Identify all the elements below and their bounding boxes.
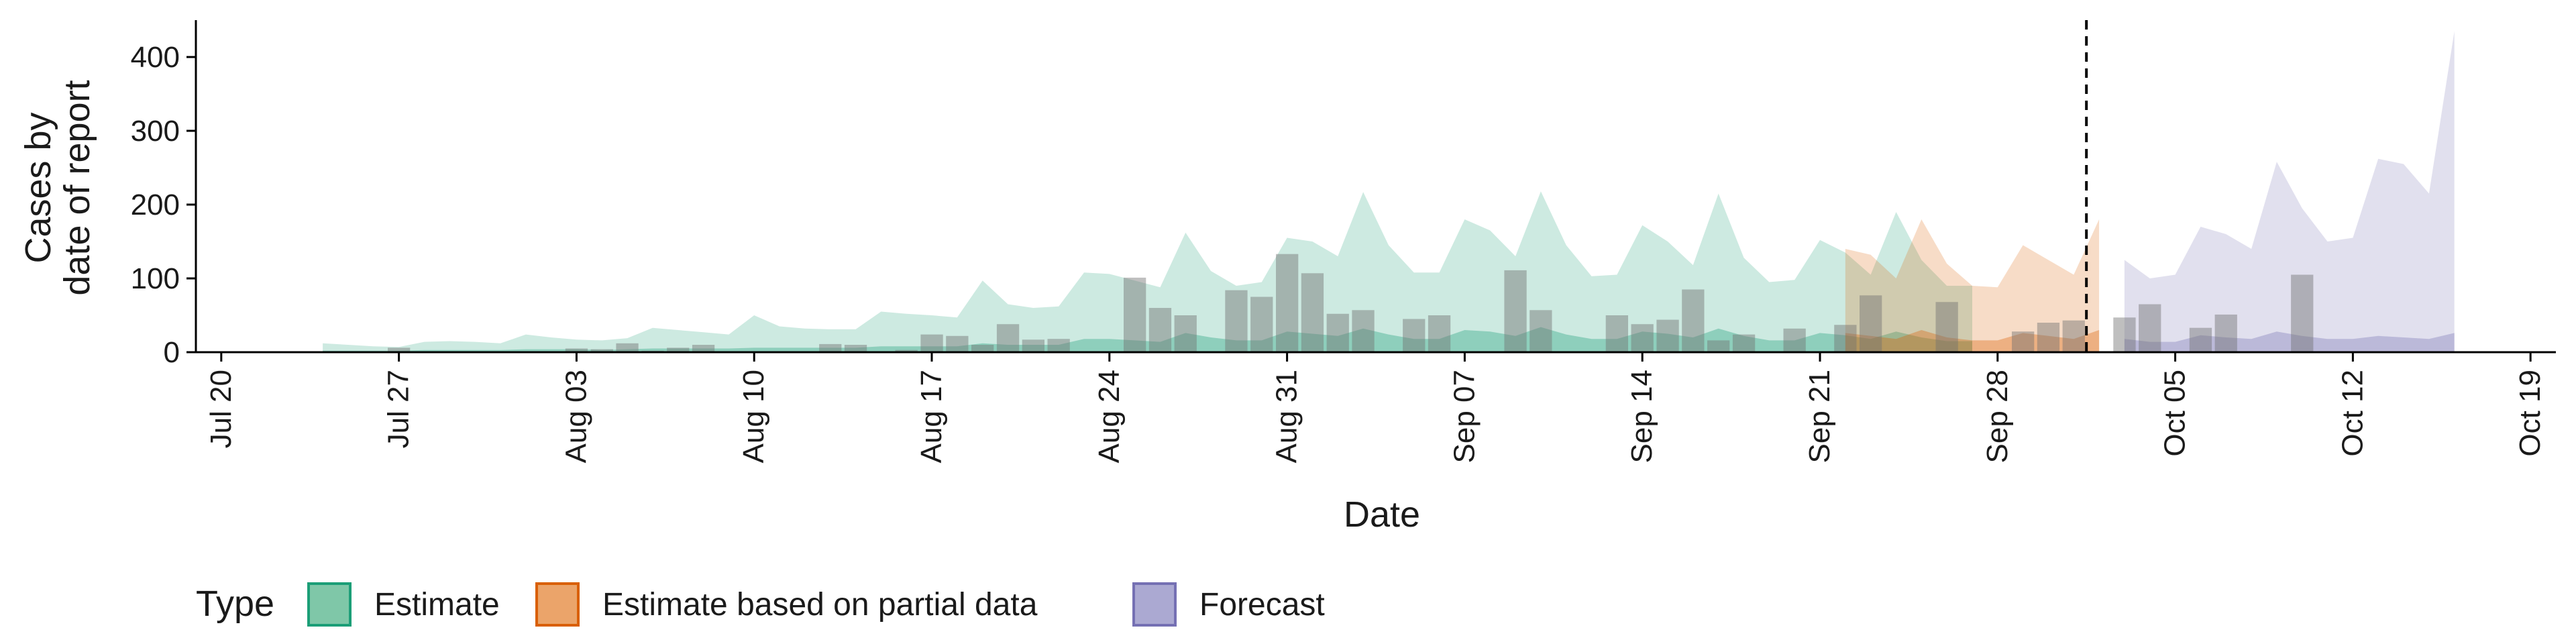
- bar: [1732, 334, 1756, 352]
- area-upper-band: [1845, 219, 2100, 352]
- x-tick-label: Oct 19: [2514, 370, 2546, 457]
- bar: [920, 334, 943, 352]
- bar: [667, 347, 690, 352]
- y-tick-label: 400: [131, 41, 180, 74]
- area-lower-band: [323, 327, 1972, 352]
- x-tick-label: Sep 21: [1803, 370, 1836, 463]
- bar: [1504, 270, 1527, 352]
- bar: [1605, 315, 1628, 352]
- bar-layer: [388, 254, 2314, 352]
- axes: 0 100 200 300 400 Jul 20 Jul 27 Aug 03 Aug 10 Aug…: [131, 20, 2556, 463]
- x-tick-label: Oct 12: [2336, 370, 2369, 457]
- area-layer: [323, 31, 2455, 352]
- bar: [388, 347, 411, 352]
- x-axis-title: Date: [1344, 494, 1420, 535]
- y-axis-title-line: date of report: [57, 80, 97, 295]
- bar: [1326, 313, 1349, 352]
- bar: [1022, 339, 1044, 352]
- bar: [1428, 315, 1451, 352]
- bar: [2214, 314, 2237, 352]
- bar: [1124, 277, 1146, 352]
- x-tick-label: Aug 17: [915, 370, 948, 463]
- bar: [1529, 310, 1552, 352]
- bar: [565, 348, 588, 352]
- bar: [996, 324, 1020, 352]
- bar: [616, 343, 639, 352]
- area-lower-band: [1845, 330, 2100, 352]
- bar: [819, 343, 842, 352]
- bar: [692, 345, 715, 352]
- bar: [2139, 304, 2161, 352]
- bar: [1682, 289, 1705, 352]
- x-tick-label: Jul 27: [382, 370, 415, 448]
- bar: [1656, 319, 1679, 352]
- y-tick-label: 100: [131, 262, 180, 295]
- legend: Type Estimate Estimate based on partial da…: [196, 582, 1325, 627]
- bar: [1834, 325, 1857, 352]
- x-tick-label: Sep 28: [1981, 370, 2014, 463]
- legend-label: Estimate based on partial data: [602, 587, 1038, 623]
- bar: [1860, 295, 1882, 352]
- x-tick-label: Aug 10: [737, 370, 770, 463]
- y-tick-label: 300: [131, 115, 180, 148]
- y-axis-title-line: Cases by: [18, 112, 58, 263]
- x-tick-label: Aug 24: [1093, 370, 1126, 463]
- area-upper-band: [323, 191, 1972, 352]
- legend-label: Forecast: [1199, 587, 1325, 623]
- bar: [1276, 254, 1299, 352]
- bar: [2062, 320, 2085, 352]
- area-lower-band: [2124, 331, 2455, 352]
- y-tick-label: 200: [131, 189, 180, 221]
- bar: [1707, 340, 1730, 352]
- bar: [1174, 315, 1197, 352]
- bar: [971, 345, 994, 352]
- bar: [1352, 310, 1375, 352]
- legend-key: [535, 582, 580, 627]
- bar: [1301, 273, 1324, 352]
- x-tick-label: Aug 03: [559, 370, 592, 463]
- x-tick-label: Sep 07: [1448, 370, 1481, 463]
- legend-key: [1132, 582, 1177, 627]
- bar: [1250, 297, 1273, 352]
- bar: [1631, 324, 1654, 352]
- bar: [2189, 327, 2212, 352]
- bar: [2037, 323, 2060, 352]
- bar: [2291, 274, 2314, 352]
- bar: [1225, 290, 1248, 352]
- x-tick-label: Jul 20: [205, 370, 237, 448]
- bar: [844, 345, 867, 352]
- bar: [2012, 331, 2035, 352]
- y-tick-label: 0: [164, 336, 180, 369]
- x-tick-label: Sep 14: [1625, 370, 1658, 463]
- x-tick-label: Aug 31: [1271, 370, 1303, 463]
- legend-key: [307, 582, 352, 627]
- bar: [1935, 302, 1958, 352]
- bar: [946, 335, 969, 352]
- bar: [1783, 328, 1806, 352]
- bar: [895, 350, 918, 352]
- bar: [1403, 319, 1426, 352]
- legend-label: Estimate: [374, 587, 500, 623]
- bar: [590, 349, 613, 352]
- bar: [1148, 308, 1172, 352]
- bar: [1047, 339, 1070, 352]
- legend-title: Type: [196, 584, 274, 624]
- bar: [2113, 317, 2136, 352]
- area-upper-band: [2124, 31, 2455, 352]
- x-tick-label: Oct 05: [2159, 370, 2192, 457]
